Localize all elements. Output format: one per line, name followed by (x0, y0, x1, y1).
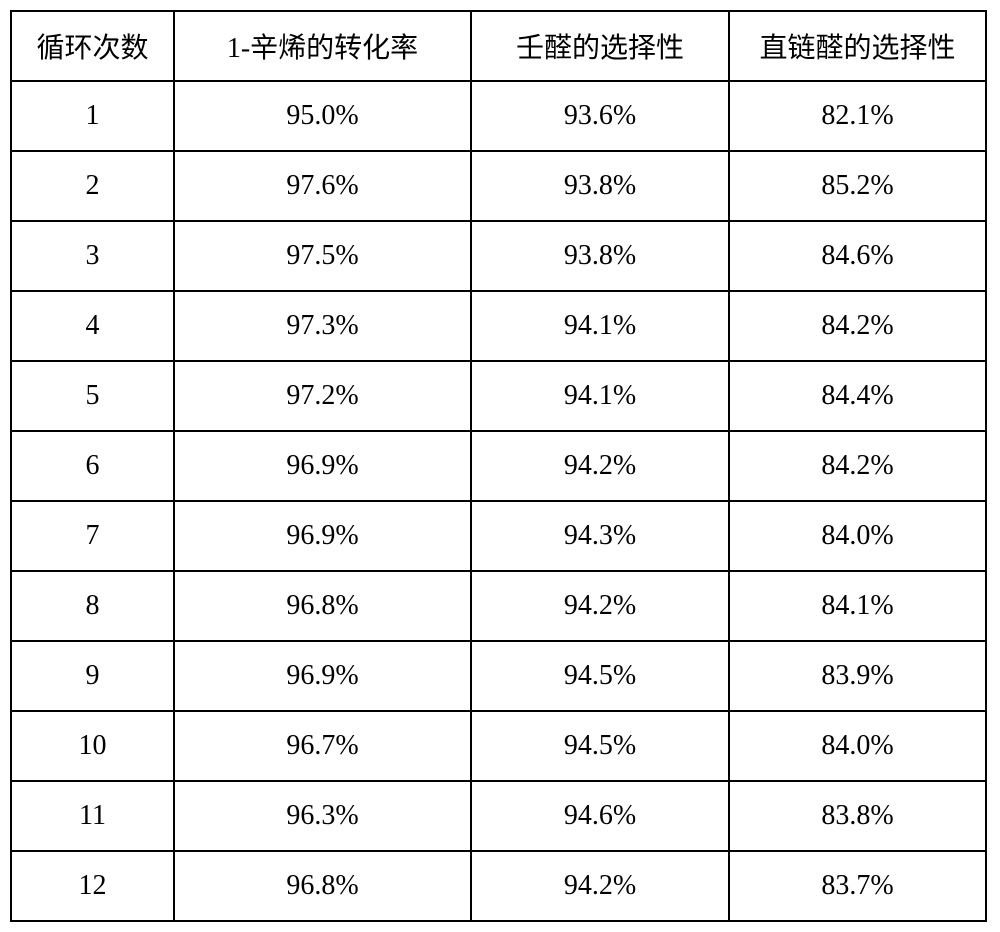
cell-nonanal: 93.8% (471, 221, 729, 291)
cell-conversion: 96.9% (174, 431, 471, 501)
cell-nonanal: 94.2% (471, 851, 729, 921)
cell-conversion: 96.8% (174, 851, 471, 921)
cell-linear: 85.2% (729, 151, 986, 221)
cell-linear: 84.6% (729, 221, 986, 291)
table-header-row: 循环次数 1-辛烯的转化率 壬醛的选择性 直链醛的选择性 (11, 11, 986, 81)
cell-nonanal: 94.5% (471, 711, 729, 781)
table-body: 1 95.0% 93.6% 82.1% 2 97.6% 93.8% 85.2% … (11, 81, 986, 921)
header-conversion-rate: 1-辛烯的转化率 (174, 11, 471, 81)
table-row: 1 95.0% 93.6% 82.1% (11, 81, 986, 151)
cell-cycle: 1 (11, 81, 174, 151)
cell-nonanal: 93.8% (471, 151, 729, 221)
cell-cycle: 12 (11, 851, 174, 921)
table-row: 2 97.6% 93.8% 85.2% (11, 151, 986, 221)
cell-conversion: 96.8% (174, 571, 471, 641)
table-row: 11 96.3% 94.6% 83.8% (11, 781, 986, 851)
cell-conversion: 95.0% (174, 81, 471, 151)
cell-linear: 84.1% (729, 571, 986, 641)
cell-cycle: 2 (11, 151, 174, 221)
cell-linear: 82.1% (729, 81, 986, 151)
header-linear-aldehyde-selectivity: 直链醛的选择性 (729, 11, 986, 81)
table-row: 6 96.9% 94.2% 84.2% (11, 431, 986, 501)
table-row: 9 96.9% 94.5% 83.9% (11, 641, 986, 711)
cell-cycle: 7 (11, 501, 174, 571)
data-table: 循环次数 1-辛烯的转化率 壬醛的选择性 直链醛的选择性 1 95.0% 93.… (10, 10, 987, 922)
cell-linear: 84.2% (729, 291, 986, 361)
cell-nonanal: 94.1% (471, 291, 729, 361)
table-row: 12 96.8% 94.2% 83.7% (11, 851, 986, 921)
cell-cycle: 10 (11, 711, 174, 781)
cell-linear: 83.8% (729, 781, 986, 851)
header-nonanal-selectivity: 壬醛的选择性 (471, 11, 729, 81)
cell-cycle: 8 (11, 571, 174, 641)
cell-nonanal: 94.2% (471, 431, 729, 501)
cell-conversion: 97.3% (174, 291, 471, 361)
cell-conversion: 96.3% (174, 781, 471, 851)
cell-nonanal: 94.6% (471, 781, 729, 851)
cell-linear: 84.0% (729, 711, 986, 781)
cell-linear: 84.4% (729, 361, 986, 431)
cell-conversion: 97.2% (174, 361, 471, 431)
cell-linear: 83.7% (729, 851, 986, 921)
cell-cycle: 5 (11, 361, 174, 431)
cell-linear: 84.0% (729, 501, 986, 571)
table-row: 3 97.5% 93.8% 84.6% (11, 221, 986, 291)
cell-cycle: 3 (11, 221, 174, 291)
cell-conversion: 96.9% (174, 641, 471, 711)
cell-cycle: 11 (11, 781, 174, 851)
cell-cycle: 9 (11, 641, 174, 711)
cell-nonanal: 93.6% (471, 81, 729, 151)
cell-conversion: 97.6% (174, 151, 471, 221)
table-row: 7 96.9% 94.3% 84.0% (11, 501, 986, 571)
cell-linear: 84.2% (729, 431, 986, 501)
cell-linear: 83.9% (729, 641, 986, 711)
cell-cycle: 4 (11, 291, 174, 361)
cell-conversion: 96.9% (174, 501, 471, 571)
cell-cycle: 6 (11, 431, 174, 501)
table-row: 8 96.8% 94.2% 84.1% (11, 571, 986, 641)
table-row: 10 96.7% 94.5% 84.0% (11, 711, 986, 781)
table-row: 5 97.2% 94.1% 84.4% (11, 361, 986, 431)
cell-nonanal: 94.1% (471, 361, 729, 431)
cell-conversion: 96.7% (174, 711, 471, 781)
cell-nonanal: 94.5% (471, 641, 729, 711)
cell-nonanal: 94.2% (471, 571, 729, 641)
cell-nonanal: 94.3% (471, 501, 729, 571)
header-cycle-count: 循环次数 (11, 11, 174, 81)
table-row: 4 97.3% 94.1% 84.2% (11, 291, 986, 361)
cell-conversion: 97.5% (174, 221, 471, 291)
